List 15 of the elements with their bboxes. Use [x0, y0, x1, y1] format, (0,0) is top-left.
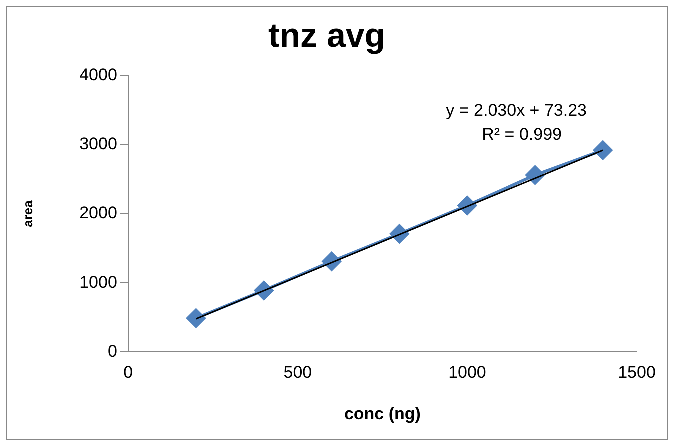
- point: [186, 308, 206, 328]
- y-tick-label: 2000: [80, 204, 118, 223]
- y-tick-label: 3000: [80, 134, 118, 154]
- annotation: R² = 0.999: [482, 124, 562, 144]
- x-tick-label: 1500: [618, 363, 656, 382]
- y-axis-title: area: [20, 200, 36, 228]
- chart-title: tnz avg: [268, 16, 386, 55]
- point: [594, 140, 613, 160]
- y-tick-label: 0: [108, 342, 118, 361]
- y-tick-label: 1000: [80, 272, 118, 292]
- y-tick-label: 4000: [80, 65, 118, 84]
- x-tick-label: 500: [284, 363, 312, 382]
- annotation: y = 2.030x + 73.23: [446, 100, 587, 120]
- x-tick-label: 0: [124, 363, 134, 382]
- x-tick-label: 1000: [448, 363, 486, 382]
